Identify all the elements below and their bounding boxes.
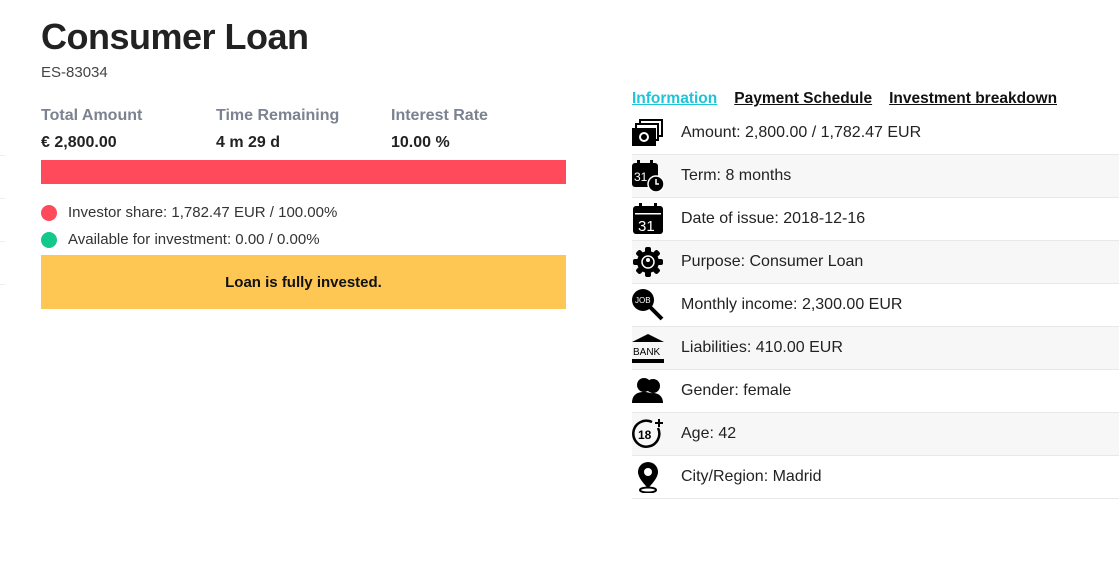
svg-text:18: 18 (638, 428, 652, 442)
info-row: Amount: 2,800.00 / 1,782.47 EUR (632, 112, 1119, 155)
stat-time-remaining: Time Remaining 4 m 29 d (216, 107, 391, 152)
info-row: Purpose: Consumer Loan (632, 241, 1119, 284)
info-row: BANK Liabilities: 410.00 EUR (632, 327, 1119, 370)
info-text: Age: 42 (681, 425, 737, 442)
legend-text: Available for investment: 0.00 / 0.00% (68, 231, 320, 248)
fully-invested-notice: Loan is fully invested. (41, 255, 566, 309)
info-list: Amount: 2,800.00 / 1,782.47 EUR 31 Term: 8… (632, 112, 1119, 499)
stat-value: 4 m 29 d (216, 134, 281, 151)
stat-label: Time Remaining (216, 107, 340, 124)
red-dot-icon (41, 204, 57, 221)
legend-text: Investor share: 1,782.47 EUR / 100.00% (68, 204, 338, 221)
green-dot-icon (41, 231, 57, 248)
divider (0, 198, 5, 199)
divider (0, 155, 5, 156)
svg-text:JOB: JOB (635, 296, 651, 305)
info-text: Monthly income: 2,300.00 EUR (681, 296, 903, 313)
info-text: City/Region: Madrid (681, 468, 822, 485)
age-18-icon: 18 (632, 418, 664, 450)
stat-total-amount: Total Amount € 2,800.00 (41, 107, 216, 152)
loan-stats: Total Amount € 2,800.00 Time Remaining 4… (41, 107, 566, 152)
investment-progress-bar (41, 160, 566, 184)
info-row: Gender: female (632, 370, 1119, 413)
location-pin-icon (632, 461, 664, 493)
tab-payment-schedule[interactable]: Payment Schedule (734, 90, 873, 107)
loan-id: ES-83034 (41, 64, 108, 81)
info-text: Gender: female (681, 382, 792, 399)
divider (0, 241, 5, 242)
svg-text:31: 31 (638, 218, 655, 235)
stat-label: Interest Rate (391, 107, 488, 124)
info-row: 31 Term: 8 months (632, 155, 1119, 198)
tab-investment-breakdown[interactable]: Investment breakdown (889, 90, 1058, 107)
info-text: Purpose: Consumer Loan (681, 253, 864, 270)
legend-available: Available for investment: 0.00 / 0.00% (41, 231, 320, 248)
gear-person-icon (632, 246, 664, 278)
progress-fill (41, 160, 566, 184)
info-text: Term: 8 months (681, 167, 792, 184)
tabs: Information Payment Schedule Investment … (632, 90, 1057, 108)
svg-text:31: 31 (634, 170, 648, 184)
info-row: JOB Monthly income: 2,300.00 EUR (632, 284, 1119, 327)
gender-icon (632, 375, 664, 407)
info-row: 18 Age: 42 (632, 413, 1119, 456)
legend-investor-share: Investor share: 1,782.47 EUR / 100.00% (41, 204, 337, 221)
stat-interest-rate: Interest Rate 10.00 % (391, 107, 566, 152)
page-title: Consumer Loan (41, 16, 309, 57)
stat-value: 10.00 % (391, 134, 450, 151)
stat-label: Total Amount (41, 107, 143, 124)
divider (0, 284, 5, 285)
money-stack-icon (632, 117, 664, 149)
tab-information[interactable]: Information (632, 90, 718, 107)
svg-text:BANK: BANK (633, 347, 661, 358)
info-row: City/Region: Madrid (632, 456, 1119, 499)
job-search-icon: JOB (632, 289, 664, 321)
calendar-icon: 31 (632, 203, 664, 235)
info-text: Amount: 2,800.00 / 1,782.47 EUR (681, 124, 922, 141)
info-row: 31 Date of issue: 2018-12-16 (632, 198, 1119, 241)
bank-icon: BANK (632, 332, 664, 364)
info-text: Date of issue: 2018-12-16 (681, 210, 866, 227)
stat-value: € 2,800.00 (41, 134, 117, 151)
info-text: Liabilities: 410.00 EUR (681, 339, 843, 356)
calendar-clock-icon: 31 (632, 160, 664, 192)
